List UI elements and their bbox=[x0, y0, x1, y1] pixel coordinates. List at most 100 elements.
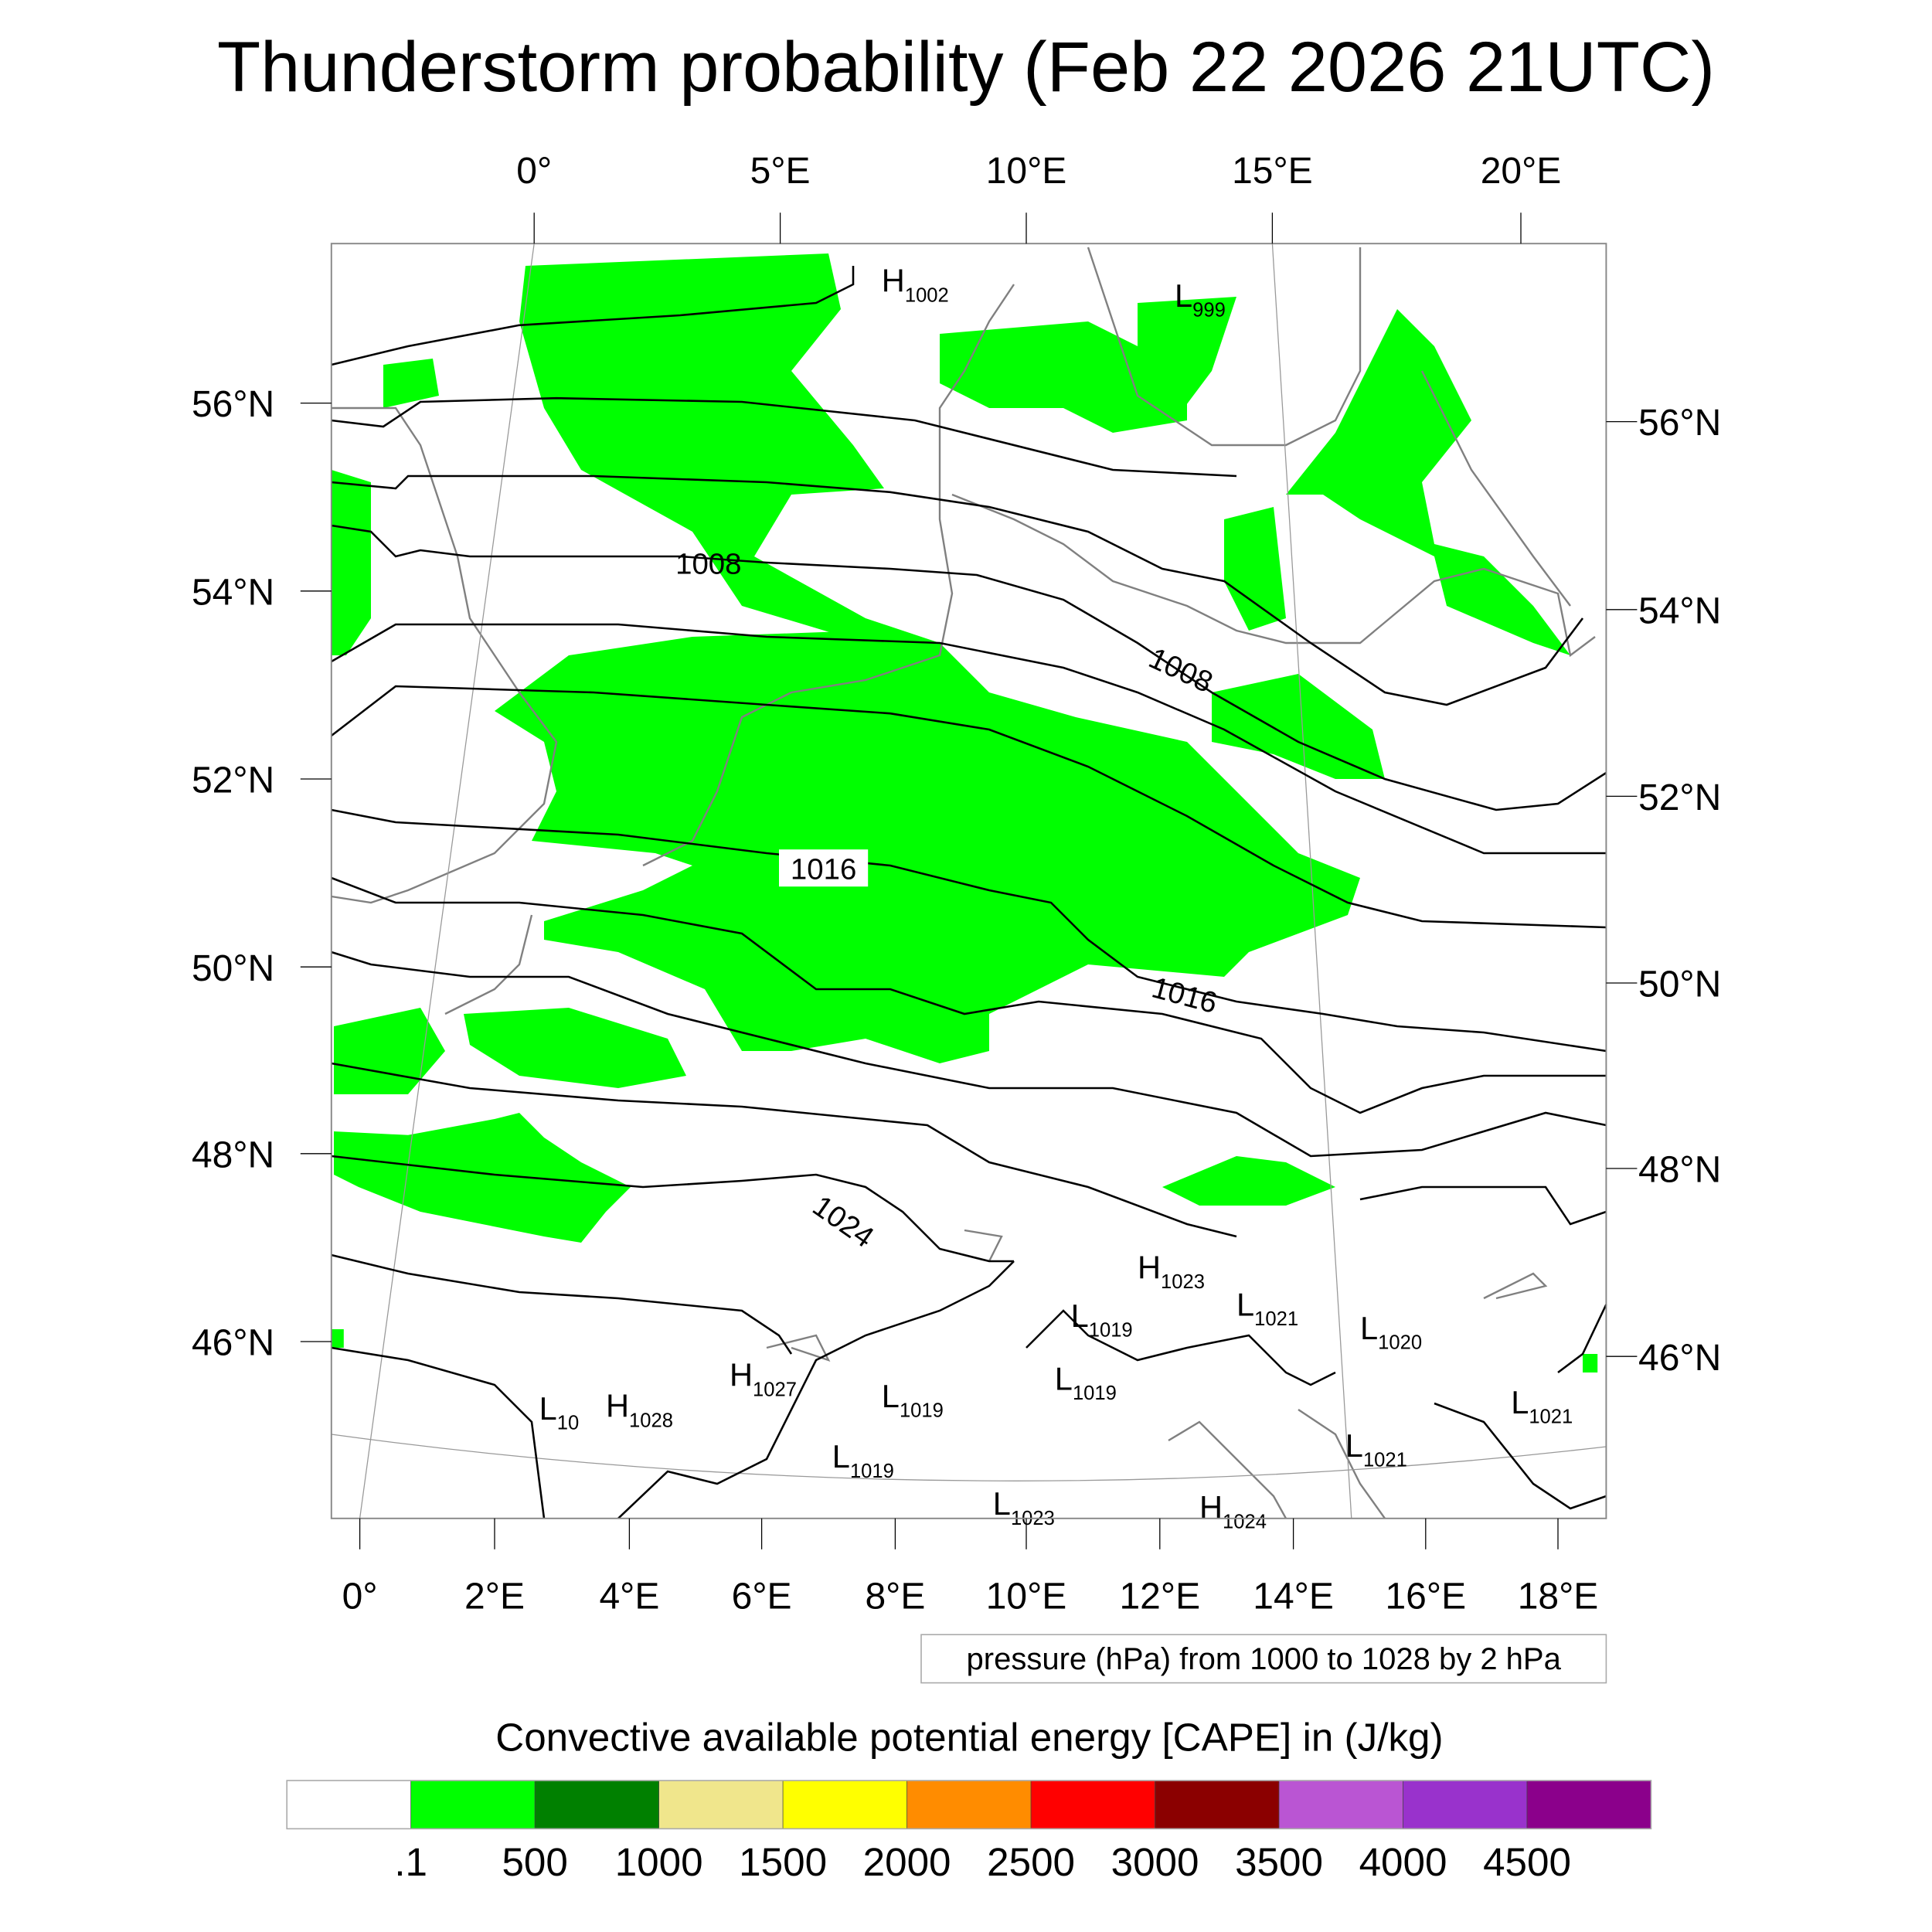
pressure-center-type: H bbox=[1138, 1249, 1161, 1285]
pressure-center-type: L bbox=[1071, 1298, 1089, 1334]
pressure-center-label: L1021 bbox=[1236, 1286, 1298, 1330]
bottom-lon-label: 10°E bbox=[986, 1577, 1067, 1617]
colorbar-label: 2000 bbox=[863, 1840, 951, 1884]
pressure-center-value: 1023 bbox=[1161, 1271, 1205, 1293]
cape-region bbox=[331, 470, 371, 655]
isobar bbox=[331, 474, 1584, 706]
pressure-center-value: 1028 bbox=[629, 1410, 673, 1431]
colorbar-title: Convective available potential energy [C… bbox=[495, 1716, 1443, 1760]
left-lat-label: 52°N bbox=[192, 760, 274, 801]
pressure-center-label: L999 bbox=[1175, 277, 1226, 321]
colorbar-label: 4500 bbox=[1483, 1840, 1571, 1884]
pressure-center-type: L bbox=[882, 1378, 900, 1414]
pressure-center-low: L1019 bbox=[882, 1378, 944, 1422]
colorbar-label: 3500 bbox=[1235, 1840, 1323, 1884]
pressure-center-value: 1019 bbox=[850, 1461, 894, 1482]
colorbar-frame bbox=[286, 1780, 1652, 1830]
pressure-center-label: H1027 bbox=[730, 1357, 797, 1401]
pressure-center-type: H bbox=[730, 1357, 753, 1393]
pressure-center-label: L10 bbox=[539, 1390, 580, 1434]
axis-tick-labels: 0° 5°E 10°E 15°E 20°E 56°N 54°N 52°N 50°N 48°N 46°… bbox=[192, 151, 1721, 1617]
top-lon-label: 20°E bbox=[1481, 151, 1562, 192]
cape-region bbox=[1286, 309, 1570, 655]
colorbar-swatch bbox=[1030, 1780, 1155, 1829]
bottom-lon-label: 16°E bbox=[1385, 1577, 1466, 1617]
colorbar-swatch bbox=[1278, 1780, 1403, 1829]
pressure-center-label: H1023 bbox=[1138, 1249, 1205, 1293]
cape-region bbox=[1224, 507, 1286, 631]
pressure-center-type: L bbox=[1175, 277, 1192, 314]
pressure-center-low: L999 bbox=[1175, 277, 1226, 321]
pressure-center-low: L1020 bbox=[1360, 1310, 1422, 1354]
axis-ticks bbox=[300, 213, 1638, 1549]
cape-region bbox=[1212, 674, 1385, 779]
colorbar-label: 1500 bbox=[739, 1840, 827, 1884]
pressure-center-value: 1019 bbox=[1073, 1383, 1117, 1404]
top-lon-label: 5°E bbox=[750, 151, 811, 192]
colorbar-label: .1 bbox=[394, 1840, 427, 1884]
pressure-center-high: H1002 bbox=[882, 263, 949, 307]
pressure-center-high: H1028 bbox=[606, 1388, 673, 1432]
contour-label: 1016 bbox=[791, 853, 856, 886]
pressure-center-low: L1019 bbox=[1055, 1360, 1117, 1404]
pressure-center-value: 1024 bbox=[1223, 1512, 1267, 1533]
pressure-center-value: 1021 bbox=[1529, 1406, 1573, 1428]
pressure-center-label: L1019 bbox=[832, 1438, 894, 1482]
pressure-center-high: H1027 bbox=[730, 1357, 797, 1401]
pressure-center-value: 10 bbox=[557, 1413, 579, 1434]
isobars bbox=[331, 266, 1607, 1519]
pressure-center-label: H1028 bbox=[606, 1388, 673, 1432]
pressure-center-label: H1002 bbox=[882, 263, 949, 307]
pressure-center-type: L bbox=[1360, 1310, 1378, 1346]
pressure-center-value: 1020 bbox=[1378, 1332, 1422, 1354]
left-lat-label: 54°N bbox=[192, 572, 274, 613]
map-frame bbox=[330, 243, 1607, 1519]
chart-title: Thunderstorm probability (Feb 22 2026 21… bbox=[217, 28, 1715, 107]
right-lat-label: 54°N bbox=[1638, 590, 1721, 631]
pressure-center-value: 999 bbox=[1192, 300, 1226, 321]
pressure-center-low: L1021 bbox=[1345, 1427, 1407, 1471]
pressure-center-type: L bbox=[832, 1438, 850, 1475]
colorbar-swatch bbox=[906, 1780, 1032, 1829]
pressure-center-value: 1019 bbox=[900, 1400, 944, 1422]
pressure-center-type: L bbox=[1055, 1360, 1073, 1396]
cape-region bbox=[331, 1329, 344, 1348]
isobar bbox=[331, 1253, 793, 1355]
bottom-lon-label: 4°E bbox=[599, 1577, 659, 1617]
cape-region bbox=[334, 1113, 631, 1243]
pressure-center-low: L1019 bbox=[832, 1438, 894, 1482]
cape-region bbox=[940, 321, 1187, 433]
cape-region bbox=[334, 1008, 445, 1094]
isobar bbox=[331, 1155, 1015, 1263]
isobar bbox=[331, 266, 855, 366]
bottom-lon-label: 14°E bbox=[1253, 1577, 1334, 1617]
isobar bbox=[1359, 1185, 1607, 1226]
contour-info-box bbox=[920, 1634, 1607, 1684]
colorbar-swatch bbox=[286, 1780, 412, 1829]
colorbar-swatch bbox=[658, 1780, 784, 1829]
colorbar-swatch bbox=[410, 1780, 536, 1829]
bottom-lon-label: 2°E bbox=[464, 1577, 525, 1617]
pressure-center-label: L1020 bbox=[1360, 1310, 1422, 1354]
pressure-center-type: H bbox=[1199, 1489, 1223, 1526]
cape-region bbox=[1583, 1354, 1598, 1372]
pressure-center-type: H bbox=[882, 263, 905, 299]
coastlines bbox=[331, 247, 1596, 1519]
colorbar-swatch bbox=[782, 1780, 907, 1829]
right-lat-label: 56°N bbox=[1638, 403, 1721, 444]
right-lat-label: 48°N bbox=[1638, 1150, 1721, 1191]
bottom-lon-label: 12°E bbox=[1119, 1577, 1200, 1617]
colorbar-label: 3000 bbox=[1111, 1840, 1199, 1884]
right-lat-label: 52°N bbox=[1638, 777, 1721, 818]
right-lat-label: 50°N bbox=[1638, 964, 1721, 1005]
cape-field bbox=[331, 253, 1598, 1372]
pressure-center-low: L10 bbox=[539, 1390, 580, 1434]
isobar bbox=[331, 685, 1607, 929]
bottom-lon-label: 6°E bbox=[732, 1577, 792, 1617]
colorbar: .1 500 1000 1500 2000 2500 3000 3500 4000 4500 bbox=[286, 1780, 1652, 1884]
bottom-lon-label: 8°E bbox=[865, 1577, 925, 1617]
graticule bbox=[331, 243, 1607, 1519]
top-lon-label: 15°E bbox=[1232, 151, 1313, 192]
bottom-lon-label: 0° bbox=[342, 1577, 378, 1617]
isobar bbox=[1026, 1309, 1336, 1386]
